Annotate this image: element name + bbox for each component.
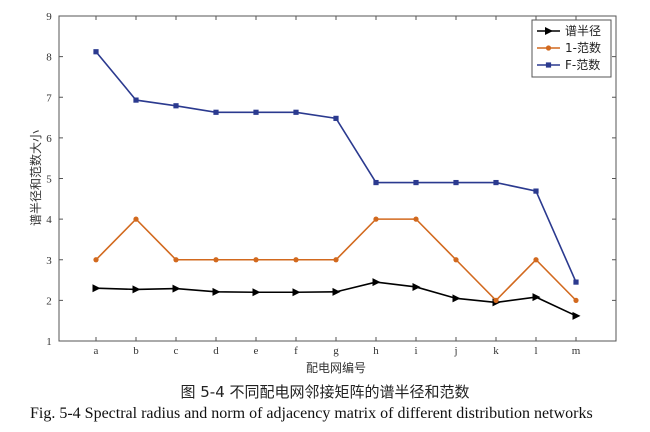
data-point bbox=[493, 297, 499, 303]
x-tick-label: e bbox=[254, 345, 259, 357]
data-point bbox=[372, 278, 381, 287]
data-point bbox=[92, 284, 101, 293]
series-3 bbox=[93, 49, 579, 285]
data-point bbox=[333, 115, 339, 121]
y-tick-label: 8 bbox=[46, 52, 52, 64]
data-point bbox=[93, 257, 99, 263]
y-axis-title: 谱半径和范数大小 bbox=[28, 130, 43, 226]
data-point bbox=[293, 109, 299, 115]
data-point bbox=[453, 257, 459, 263]
legend: 谱半径 1-范数 F-范数 bbox=[531, 19, 612, 78]
data-point bbox=[133, 216, 139, 222]
y-tick-label: 7 bbox=[46, 92, 52, 104]
series-line bbox=[95, 51, 577, 283]
data-point bbox=[253, 109, 259, 115]
legend-marker bbox=[545, 27, 553, 35]
data-point bbox=[533, 188, 539, 194]
y-tick-label: 5 bbox=[46, 174, 52, 186]
y-tick-label: 4 bbox=[46, 214, 52, 226]
data-point bbox=[373, 179, 379, 186]
figure-caption-chinese: 图 5-4 不同配电网邻接矩阵的谱半径和范数 bbox=[180, 383, 470, 401]
data-point bbox=[413, 179, 419, 186]
data-point bbox=[213, 257, 219, 263]
data-point bbox=[453, 179, 459, 186]
y-tick-label: 3 bbox=[46, 255, 52, 267]
x-tick-label: c bbox=[174, 345, 179, 357]
series-line bbox=[95, 281, 577, 317]
x-tick-label: k bbox=[493, 345, 499, 357]
x-tick-label: f bbox=[294, 345, 298, 357]
data-point bbox=[412, 282, 421, 291]
data-point bbox=[573, 279, 579, 285]
x-tick-label: i bbox=[414, 345, 417, 357]
x-tick-label: d bbox=[213, 345, 219, 357]
legend-label: 1-范数 bbox=[565, 40, 601, 55]
data-point bbox=[572, 311, 581, 320]
data-point bbox=[413, 216, 419, 222]
data-point bbox=[533, 257, 539, 263]
y-tick-label: 9 bbox=[46, 11, 52, 23]
x-tick-label: h bbox=[373, 345, 379, 357]
y-axis: 1 2 3 4 5 6 7 8 9 bbox=[46, 11, 616, 348]
data-point bbox=[252, 288, 261, 297]
data-point bbox=[173, 257, 179, 263]
data-point bbox=[532, 293, 541, 302]
data-point bbox=[452, 294, 461, 303]
data-point bbox=[333, 257, 339, 263]
x-axis-title: 配电网编号 bbox=[306, 360, 366, 375]
x-tick-label: b bbox=[133, 345, 139, 357]
series-2 bbox=[93, 216, 579, 303]
data-point bbox=[132, 285, 141, 294]
x-tick-label: j bbox=[453, 345, 457, 357]
y-tick-label: 6 bbox=[46, 133, 52, 145]
series-1 bbox=[92, 278, 581, 320]
data-point bbox=[292, 288, 301, 297]
legend-label: F-范数 bbox=[565, 57, 600, 72]
legend-marker bbox=[545, 45, 552, 51]
data-point bbox=[373, 216, 379, 222]
data-point bbox=[133, 97, 139, 103]
x-tick-label: l bbox=[534, 345, 537, 357]
data-point bbox=[212, 287, 221, 296]
data-point bbox=[93, 49, 99, 55]
x-tick-label: m bbox=[572, 345, 581, 357]
x-tick-label: a bbox=[94, 345, 99, 357]
y-tick-label: 2 bbox=[46, 295, 52, 307]
legend-label: 谱半径 bbox=[565, 24, 601, 38]
data-point bbox=[172, 284, 181, 293]
series-layer bbox=[92, 49, 581, 320]
figure-caption-english: Fig. 5-4 Spectral radius and norm of adj… bbox=[30, 405, 593, 422]
x-tick-label: g bbox=[333, 345, 339, 357]
data-point bbox=[573, 297, 579, 303]
data-point bbox=[493, 179, 499, 186]
y-tick-label: 1 bbox=[46, 336, 52, 348]
data-point bbox=[332, 287, 341, 296]
data-point bbox=[293, 257, 299, 263]
data-point bbox=[253, 257, 259, 263]
data-point bbox=[173, 103, 179, 109]
legend-marker bbox=[545, 62, 552, 68]
x-axis: a b c d e f g h i j k l m bbox=[94, 16, 581, 357]
data-point bbox=[213, 109, 219, 115]
